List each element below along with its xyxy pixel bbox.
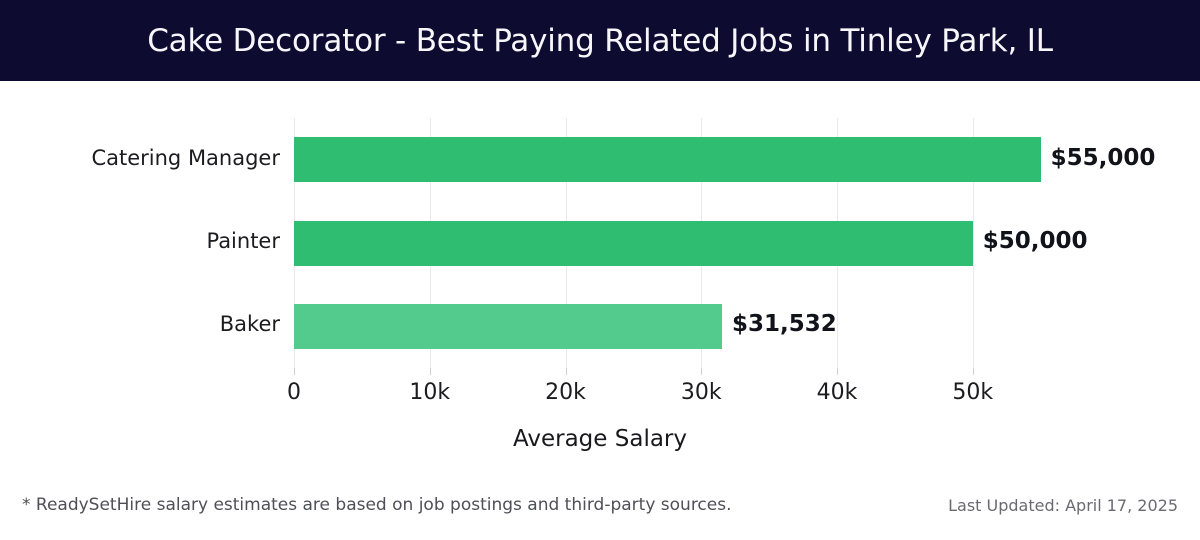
bar-value-label: $31,532 xyxy=(732,311,837,338)
y-tick-label: Painter xyxy=(206,229,280,253)
x-tick-label: 30k xyxy=(680,380,722,405)
disclaimer-note: * ReadySetHire salary estimates are base… xyxy=(22,495,732,515)
bar-chart: 0 10k 20k 30k 40k 50k $55,000 Catering Manager $… xyxy=(0,81,1200,480)
bar[interactable] xyxy=(294,137,1041,183)
x-tick-label: 20k xyxy=(545,380,586,405)
x-tick-label: 40k xyxy=(816,380,858,405)
x-tick-mark xyxy=(294,368,295,375)
page-header: Cake Decorator - Best Paying Related Job… xyxy=(0,0,1200,81)
x-tick-mark xyxy=(972,368,974,375)
page-title: Cake Decorator - Best Paying Related Job… xyxy=(147,22,1053,59)
x-tick-mark xyxy=(701,368,703,375)
x-tick-label: 50k xyxy=(952,380,994,405)
x-tick-label: 0 xyxy=(287,380,301,405)
bar-value-label: $55,000 xyxy=(1050,144,1156,171)
x-tick-label: 10k xyxy=(409,380,451,405)
plot-area: 0 10k 20k 30k 40k 50k $55,000 Catering Manager $… xyxy=(91,118,1155,405)
x-tick-mark xyxy=(565,368,567,375)
x-gridline xyxy=(972,118,974,368)
bar-value-label: $50,000 xyxy=(982,228,1088,254)
page-footer: * ReadySetHire salary estimates are base… xyxy=(0,495,1200,540)
bar[interactable] xyxy=(294,220,973,266)
y-tick-label: Baker xyxy=(219,312,280,337)
x-tick-mark xyxy=(837,368,838,375)
bar[interactable] xyxy=(294,303,723,349)
x-axis-title: Average Salary xyxy=(512,426,687,452)
x-tick-mark xyxy=(429,368,431,375)
last-updated-label: Last Updated: April 17, 2025 xyxy=(948,496,1178,515)
y-tick-label: Catering Manager xyxy=(91,145,280,170)
